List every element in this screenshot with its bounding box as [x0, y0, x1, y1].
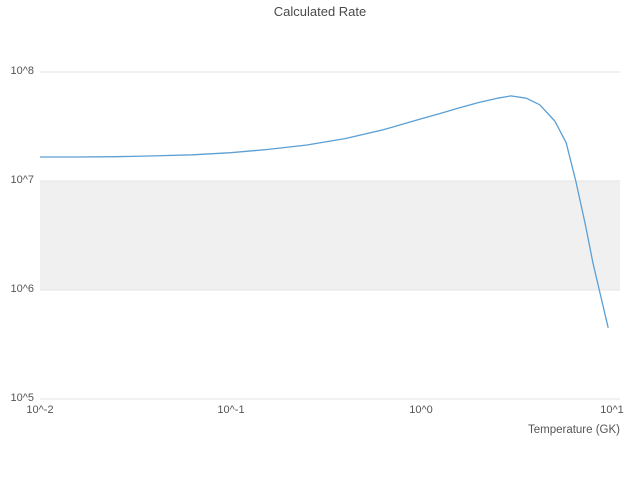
x-tick-label: 10^-1: [217, 404, 245, 416]
x-tick-label: 10^0: [409, 404, 433, 416]
x-tick-label: 10^-2: [26, 404, 54, 416]
x-tick-label: 10^1: [600, 404, 624, 416]
y-tick-label: 10^5: [10, 392, 34, 404]
y-tick-label: 10^6: [10, 283, 34, 295]
rate-curve: [40, 95, 609, 328]
shaded-band: [40, 181, 620, 290]
y-tick-label: 10^8: [10, 65, 34, 77]
chart-title: Calculated Rate: [273, 4, 367, 19]
y-tick-label: 10^7: [10, 174, 34, 186]
x-axis-label: Temperature (GK): [527, 424, 620, 436]
